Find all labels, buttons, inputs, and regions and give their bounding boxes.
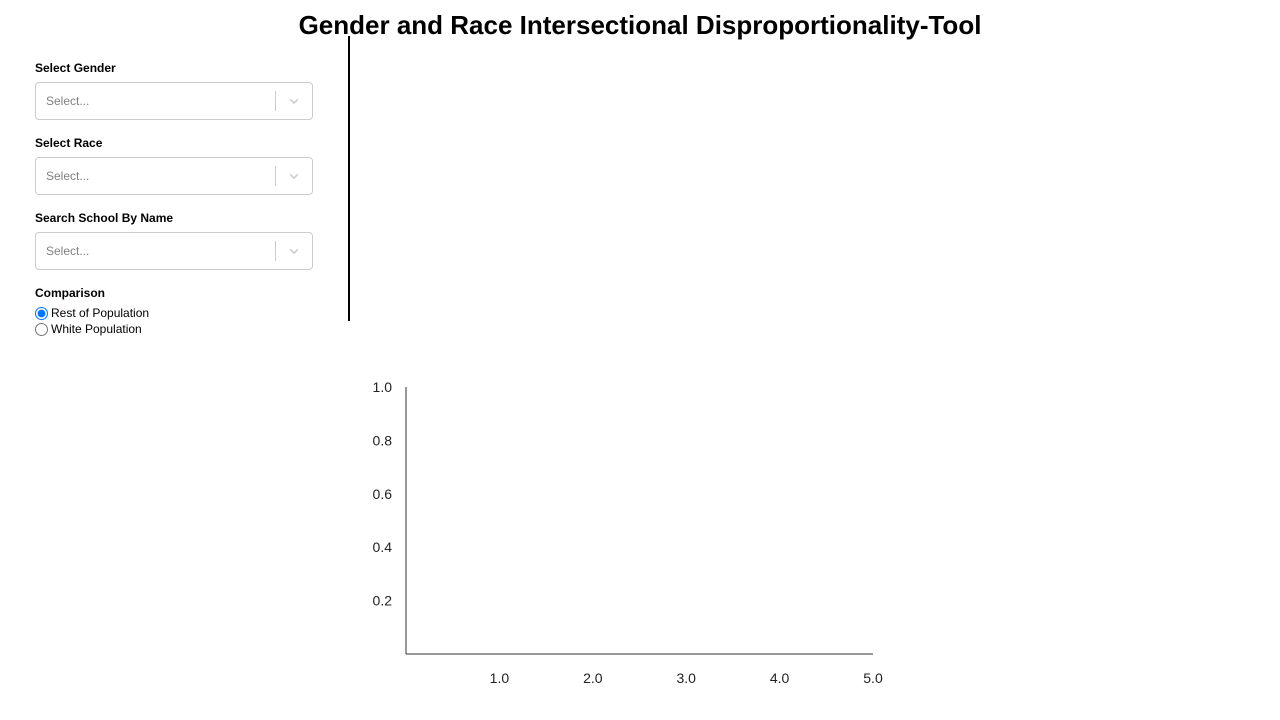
- page-title: Gender and Race Intersectional Dispropor…: [298, 10, 982, 40]
- rest-of-population-radio[interactable]: [35, 306, 48, 320]
- x-tick-label: 1.0: [490, 670, 510, 686]
- y-tick-label: 0.2: [373, 593, 393, 609]
- school-select-placeholder: Select...: [46, 244, 90, 258]
- white-population-label: White Population: [51, 322, 142, 336]
- comparison-label: Comparison: [35, 286, 106, 300]
- comparison-option-white[interactable]: White Population: [35, 321, 315, 337]
- filter-sidebar: Select Gender Select... Select Race Sele…: [35, 60, 315, 337]
- gender-select-separator: [275, 91, 276, 111]
- chevron-down-icon[interactable]: [276, 83, 312, 119]
- x-tick-label: 3.0: [676, 670, 696, 686]
- gender-select[interactable]: Select...: [35, 82, 313, 120]
- x-tick-label: 2.0: [583, 670, 603, 686]
- y-tick-label: 1.0: [373, 379, 393, 395]
- race-select[interactable]: Select...: [35, 157, 313, 195]
- gender-select-placeholder: Select...: [46, 94, 90, 108]
- rest-of-population-label: Rest of Population: [51, 306, 150, 320]
- school-label: Search School By Name: [35, 211, 174, 225]
- comparison-option-rest[interactable]: Rest of Population: [35, 305, 315, 321]
- chevron-down-icon[interactable]: [276, 233, 312, 269]
- chart-ticks: 1.0 2.0 3.0 4.0 5.0 0.2 0.4 0.6 0.8 1.0: [373, 379, 883, 686]
- chevron-down-icon[interactable]: [276, 158, 312, 194]
- y-tick-label: 0.6: [373, 486, 393, 502]
- y-tick-label: 0.8: [373, 432, 393, 448]
- race-label: Select Race: [35, 136, 103, 150]
- race-select-placeholder: Select...: [46, 169, 90, 183]
- school-select-separator: [275, 241, 276, 261]
- school-search-select[interactable]: Select...: [35, 232, 313, 270]
- gender-label: Select Gender: [35, 61, 116, 75]
- white-population-radio[interactable]: [35, 322, 48, 336]
- sidebar-divider: [348, 36, 350, 321]
- race-select-separator: [275, 166, 276, 186]
- chart-axes: [405, 387, 873, 655]
- x-tick-label: 4.0: [770, 670, 790, 686]
- y-tick-label: 0.4: [373, 539, 393, 555]
- x-tick-label: 5.0: [863, 670, 883, 686]
